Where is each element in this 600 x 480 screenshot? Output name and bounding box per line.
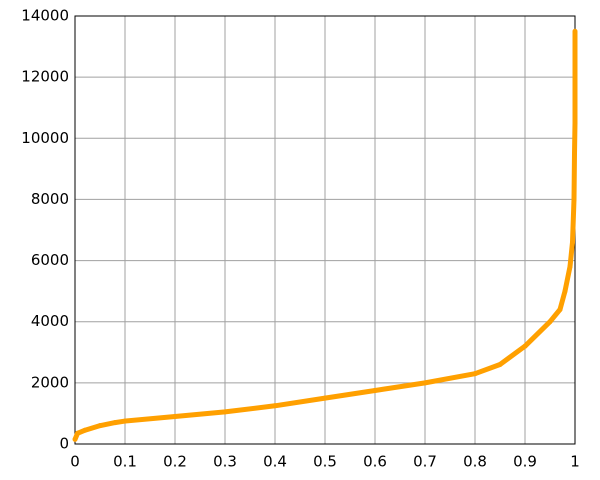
x-tick-label: 1 (570, 453, 580, 471)
x-tick-label: 0.5 (313, 453, 337, 471)
y-tick-label: 2000 (31, 373, 69, 391)
x-tick-label: 0.3 (213, 453, 237, 471)
data-point (97, 423, 103, 429)
x-tick-label: 0 (70, 453, 80, 471)
x-tick-label: 0.4 (263, 453, 287, 471)
data-point (82, 427, 88, 433)
data-point (570, 239, 575, 245)
x-tick-label: 0.1 (113, 453, 137, 471)
x-tick-label: 0.6 (363, 453, 387, 471)
x-tick-label: 0.8 (463, 453, 487, 471)
data-line (72, 31, 578, 441)
data-point (272, 403, 278, 409)
y-tick-label: 14000 (21, 7, 69, 25)
data-point (572, 28, 578, 34)
data-point (472, 371, 478, 377)
data-point (562, 288, 568, 294)
y-tick-label: 0 (59, 435, 69, 453)
data-point (567, 264, 573, 270)
data-point (547, 319, 553, 325)
data-point (422, 380, 428, 386)
data-point (572, 120, 578, 126)
data-point (571, 196, 577, 202)
y-tick-label: 6000 (31, 251, 69, 269)
x-tick-label: 0.7 (413, 453, 437, 471)
data-point (75, 430, 80, 436)
data-point (572, 151, 577, 157)
x-tick-label: 0.9 (513, 453, 537, 471)
y-tick-label: 4000 (31, 312, 69, 330)
data-point (557, 306, 563, 312)
y-tick-label: 8000 (31, 190, 69, 208)
y-tick-label: 10000 (21, 129, 69, 147)
data-point (72, 436, 78, 442)
data-point (322, 395, 328, 401)
data-point (172, 413, 178, 419)
data-point (372, 388, 378, 393)
data-point (222, 409, 228, 415)
data-point (497, 362, 503, 368)
y-tick-label: 12000 (21, 68, 69, 86)
x-tick-label: 0.2 (163, 453, 187, 471)
data-point (122, 418, 128, 424)
data-point (522, 343, 528, 349)
data-point (112, 420, 118, 426)
